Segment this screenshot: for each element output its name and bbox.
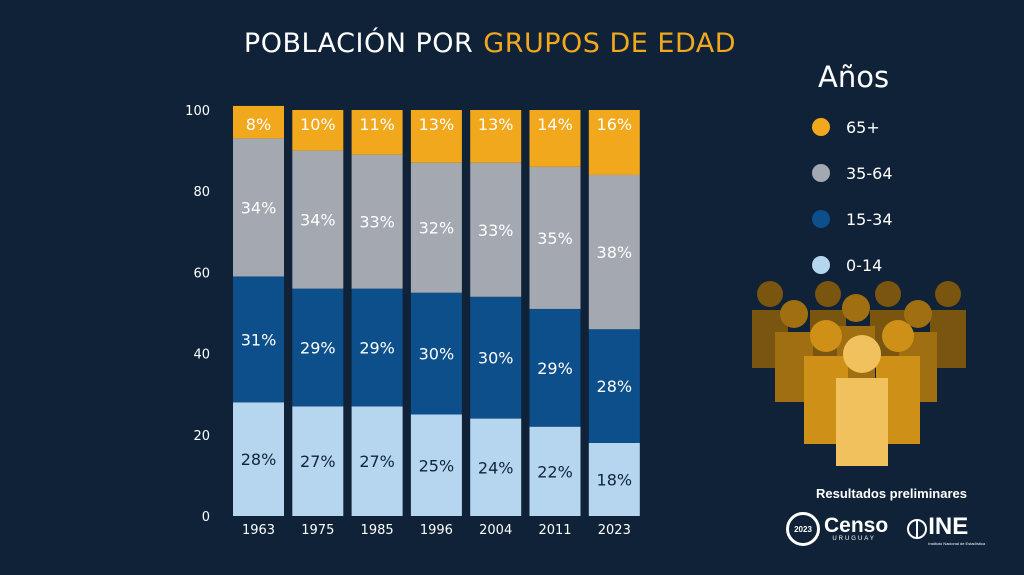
bar-segment [351,288,403,407]
y-tick-label: 0 [202,510,210,525]
legend-item-15-34: 15-34 [812,196,893,242]
bar-segment [529,426,581,516]
data-label: 30% [478,349,514,368]
bar-segment [588,110,640,175]
data-label: 31% [241,330,277,349]
bar-segment [410,162,462,293]
bar-segment [470,110,522,163]
bar-segment [529,308,581,427]
ine-logo: INE Instituto Nacional de Estadística [906,513,985,546]
x-tick-label: 1985 [361,523,394,538]
ine-logo-text: INE [928,512,969,540]
data-label: 34% [300,211,336,230]
data-label: 38% [597,243,633,262]
y-tick-label: 100 [185,104,210,119]
data-label: 29% [300,339,336,358]
legend-label-35-64: 35-64 [846,163,893,183]
bar-segment [470,162,522,297]
legend-item-0-14: 0-14 [812,242,893,288]
bar-segment [529,166,581,309]
data-label: 28% [597,377,633,396]
censo-logo-year: 2023 [794,524,812,534]
chart-title: POBLACIÓN POR GRUPOS DE EDAD [0,28,980,59]
bar-segment [292,288,344,407]
data-label: 13% [478,115,514,134]
x-tick-label: 2011 [538,523,571,538]
data-label: 33% [478,221,514,240]
legend-item-35-64: 35-64 [812,150,893,196]
data-label: 11% [359,115,395,134]
data-label: 29% [359,339,395,358]
bar-segment [529,110,581,167]
censo-logo: Censo URUGUAY [820,514,889,542]
ine-logo-sub: Instituto Nacional de Estadística [928,540,986,546]
bar-segment [410,110,462,163]
x-tick-label: 1963 [242,523,275,538]
data-label: 32% [419,219,455,238]
y-tick-label: 20 [193,429,210,444]
data-label: 24% [478,458,514,477]
data-label: 25% [419,456,455,475]
censo-logo-icon: 2023 [786,512,820,546]
data-label: 35% [537,229,573,248]
x-tick-label: 1996 [420,523,453,538]
legend: 65+ 35-64 15-34 0-14 [812,104,893,288]
people-group-icon [752,281,966,466]
data-label: 33% [359,213,395,232]
censo-logo-sub: URUGUAY [832,536,876,542]
preliminary-results-note: Resultados preliminares [816,486,967,501]
y-tick-label: 40 [193,348,210,363]
data-label: 30% [419,345,455,364]
chart-title-part2: GRUPOS DE EDAD [483,28,737,59]
bar-segment [588,174,640,330]
legend-swatch-65plus [812,118,830,136]
y-tick-label: 80 [193,185,210,200]
logos: 2023 Censo URUGUAY INE Instituto Naciona… [786,512,985,546]
data-label: 22% [537,462,573,481]
data-label: 16% [597,115,633,134]
legend-label-65plus: 65+ [846,117,880,137]
bar-segment [292,150,344,289]
legend-swatch-35-64 [812,164,830,182]
chart-title-part1: POBLACIÓN POR [243,28,474,59]
bar-segment [292,110,344,151]
legend-swatch-0-14 [812,256,830,274]
data-label: 34% [241,198,277,217]
bar-segment [233,276,284,403]
bar-segment [351,406,403,516]
bar-segment [233,138,284,277]
legend-label-15-34: 15-34 [846,209,893,229]
data-label: 8% [246,115,271,134]
bar-segment [292,406,344,516]
bar-segment [410,414,462,516]
data-label: 27% [359,452,395,471]
data-label: 13% [419,115,455,134]
bar-segment [410,292,462,415]
bar-segment [470,418,522,516]
bar-segment [588,442,640,516]
data-label: 14% [537,115,573,134]
data-label: 27% [300,452,336,471]
data-label: 18% [597,470,633,489]
x-tick-label: 2004 [479,523,512,538]
bar-segment [351,110,403,155]
legend-swatch-15-34 [812,210,830,228]
x-tick-label: 2023 [598,523,631,538]
data-label: 29% [537,359,573,378]
legend-title: Años [818,60,890,94]
y-tick-label: 60 [193,266,210,281]
bar-segment [233,105,284,139]
ine-logo-icon [907,519,928,539]
legend-item-65plus: 65+ [812,104,893,150]
data-label: 10% [300,115,336,134]
bar-segment [351,154,403,289]
censo-logo-text: Censo [824,514,889,537]
stacked-bar-chart: 0 20 40 60 80 100 28% 31% 34% 8% 1963 27% 29% 34% 10% 1… [185,104,640,538]
bar-segment [233,402,284,516]
data-label: 28% [241,450,277,469]
bar-segment [588,329,640,443]
x-tick-label: 1975 [301,523,334,538]
legend-label-0-14: 0-14 [846,255,883,275]
bar-segment [470,296,522,419]
